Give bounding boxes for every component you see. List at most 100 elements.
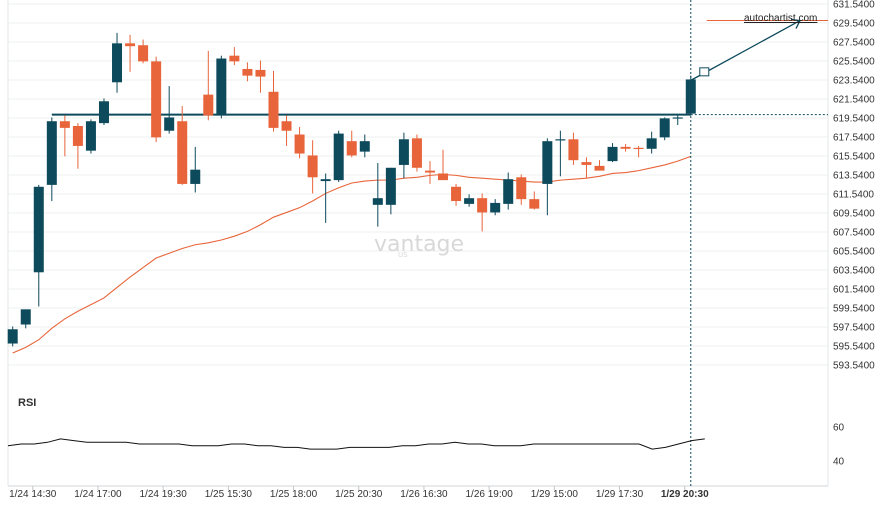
rsi-tick-label: 40	[833, 457, 845, 468]
bear-candle	[138, 45, 149, 62]
bear-candle	[620, 146, 631, 149]
price-tick-label: 611.5400	[833, 190, 874, 201]
price-tick-label: 625.5400	[833, 57, 875, 68]
bull-candle	[607, 146, 618, 162]
bull-candle	[33, 186, 44, 273]
bull-candle	[164, 117, 175, 131]
bull-candle	[555, 139, 566, 141]
autochartist-brand[interactable]: autochartist.com	[744, 13, 817, 24]
time-tick-label: 1/29 17:30	[596, 489, 644, 500]
bear-candle	[59, 121, 70, 128]
price-tick-label: 603.5400	[833, 266, 875, 277]
bear-candle	[529, 199, 540, 209]
bull-candle	[320, 179, 331, 182]
time-axis: 1/24 14:30 1/24 17:00 1/24 19:30 1/25 15:30…	[9, 486, 709, 500]
bull-candle	[464, 198, 475, 204]
price-tick-label: 609.5400	[833, 209, 875, 220]
bull-candle	[659, 118, 670, 138]
bull-candle	[85, 121, 96, 151]
price-tick-label: 599.5400	[833, 304, 875, 315]
price-tick-label: 619.5400	[833, 114, 875, 125]
bull-candle	[542, 141, 553, 184]
bear-candle	[594, 165, 605, 171]
rsi-tick-label: 60	[833, 423, 845, 434]
price-tick-label: 607.5400	[833, 228, 875, 239]
bull-candle	[46, 121, 57, 185]
bull-candle	[333, 133, 344, 181]
rsi-label: RSI	[18, 397, 36, 409]
bull-candle	[385, 167, 396, 205]
bull-candle	[398, 139, 409, 165]
bear-candle	[633, 147, 644, 150]
moving-average-line	[12, 155, 691, 354]
time-tick-label: 1/24 14:30	[9, 489, 57, 500]
time-tick-label: 1/25 20:30	[335, 489, 383, 500]
price-tick-label: 623.5400	[833, 76, 875, 87]
forecast-arrowhead	[790, 18, 801, 29]
price-tick-label: 605.5400	[833, 247, 875, 258]
bear-candle	[346, 141, 357, 156]
vantage-watermark: vantage US	[374, 232, 464, 259]
bear-candle	[411, 138, 422, 168]
bear-candle	[581, 162, 592, 165]
time-tick-label: 1/29 20:30	[661, 489, 709, 500]
bull-candle	[359, 141, 370, 152]
bear-candle	[477, 198, 488, 213]
bull-candle	[112, 43, 123, 83]
bear-candle	[568, 139, 579, 161]
price-tick-label: 621.5400	[833, 95, 875, 106]
bull-candle	[646, 138, 657, 149]
bear-candle	[242, 68, 253, 76]
bear-candle	[268, 91, 279, 128]
rsi-line	[7, 438, 705, 450]
price-tick-label: 601.5400	[833, 285, 875, 296]
bear-candle	[294, 134, 305, 154]
time-tick-label: 1/26 16:30	[400, 489, 448, 500]
bull-candle	[503, 179, 514, 204]
bear-candle	[451, 186, 462, 202]
bull-candle	[7, 329, 18, 344]
bear-candle	[203, 94, 214, 116]
bear-candle	[438, 173, 449, 181]
rsi-panel: 60 40	[7, 423, 845, 468]
bear-candle	[281, 121, 292, 131]
bear-candle	[424, 170, 435, 173]
bear-candle	[177, 121, 188, 184]
bear-candle	[72, 125, 83, 146]
bear-candle	[229, 55, 240, 62]
price-axis: 631.5400 629.5400 627.5400 625.5400 623.5400…	[833, 0, 875, 372]
time-tick-label: 1/26 19:00	[466, 489, 514, 500]
forecast-projection	[690, 0, 828, 486]
price-tick-label: 631.5400	[833, 0, 875, 11]
price-tick-label: 617.5400	[833, 133, 875, 144]
price-tick-label: 615.5400	[833, 152, 875, 163]
time-tick-label: 1/24 19:30	[140, 489, 188, 500]
bull-candle	[98, 101, 109, 124]
bear-candle	[255, 69, 266, 77]
price-tick-label: 613.5400	[833, 171, 875, 182]
watermark-logo-text: vantage	[374, 232, 464, 257]
bear-candle	[125, 43, 136, 47]
bull-candle	[20, 309, 31, 325]
price-tick-label: 627.5400	[833, 38, 875, 49]
bull-candle	[372, 198, 383, 205]
forecast-box	[699, 67, 710, 77]
time-tick-label: 1/24 17:00	[74, 489, 122, 500]
time-tick-label: 1/25 18:00	[270, 489, 318, 500]
bear-candle	[151, 61, 162, 138]
price-grid	[7, 0, 829, 487]
bull-candle	[190, 169, 201, 184]
price-tick-label: 593.5400	[833, 361, 875, 372]
moving-average-path	[12, 155, 691, 354]
bear-candle	[307, 155, 318, 178]
bull-candle	[490, 202, 501, 213]
price-tick-label: 597.5400	[833, 323, 875, 334]
watermark-sub-text: US	[398, 251, 408, 259]
bear-candle	[516, 177, 527, 200]
price-tick-label: 595.5400	[833, 342, 875, 353]
time-tick-label: 1/29 15:00	[531, 489, 579, 500]
time-tick-label: 1/25 15:30	[205, 489, 253, 500]
bull-candle	[672, 117, 683, 119]
price-tick-label: 629.5400	[833, 19, 875, 30]
